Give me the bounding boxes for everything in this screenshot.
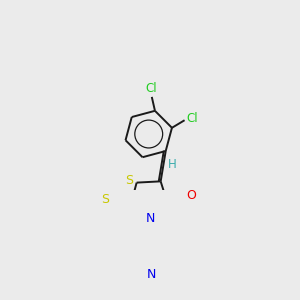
Text: H: H: [168, 158, 176, 171]
Text: S: S: [125, 174, 133, 187]
Text: Cl: Cl: [145, 82, 157, 95]
Text: N: N: [146, 212, 155, 225]
Text: Cl: Cl: [186, 112, 198, 125]
Text: N: N: [147, 268, 157, 281]
Text: S: S: [101, 193, 109, 206]
Text: O: O: [186, 189, 196, 202]
